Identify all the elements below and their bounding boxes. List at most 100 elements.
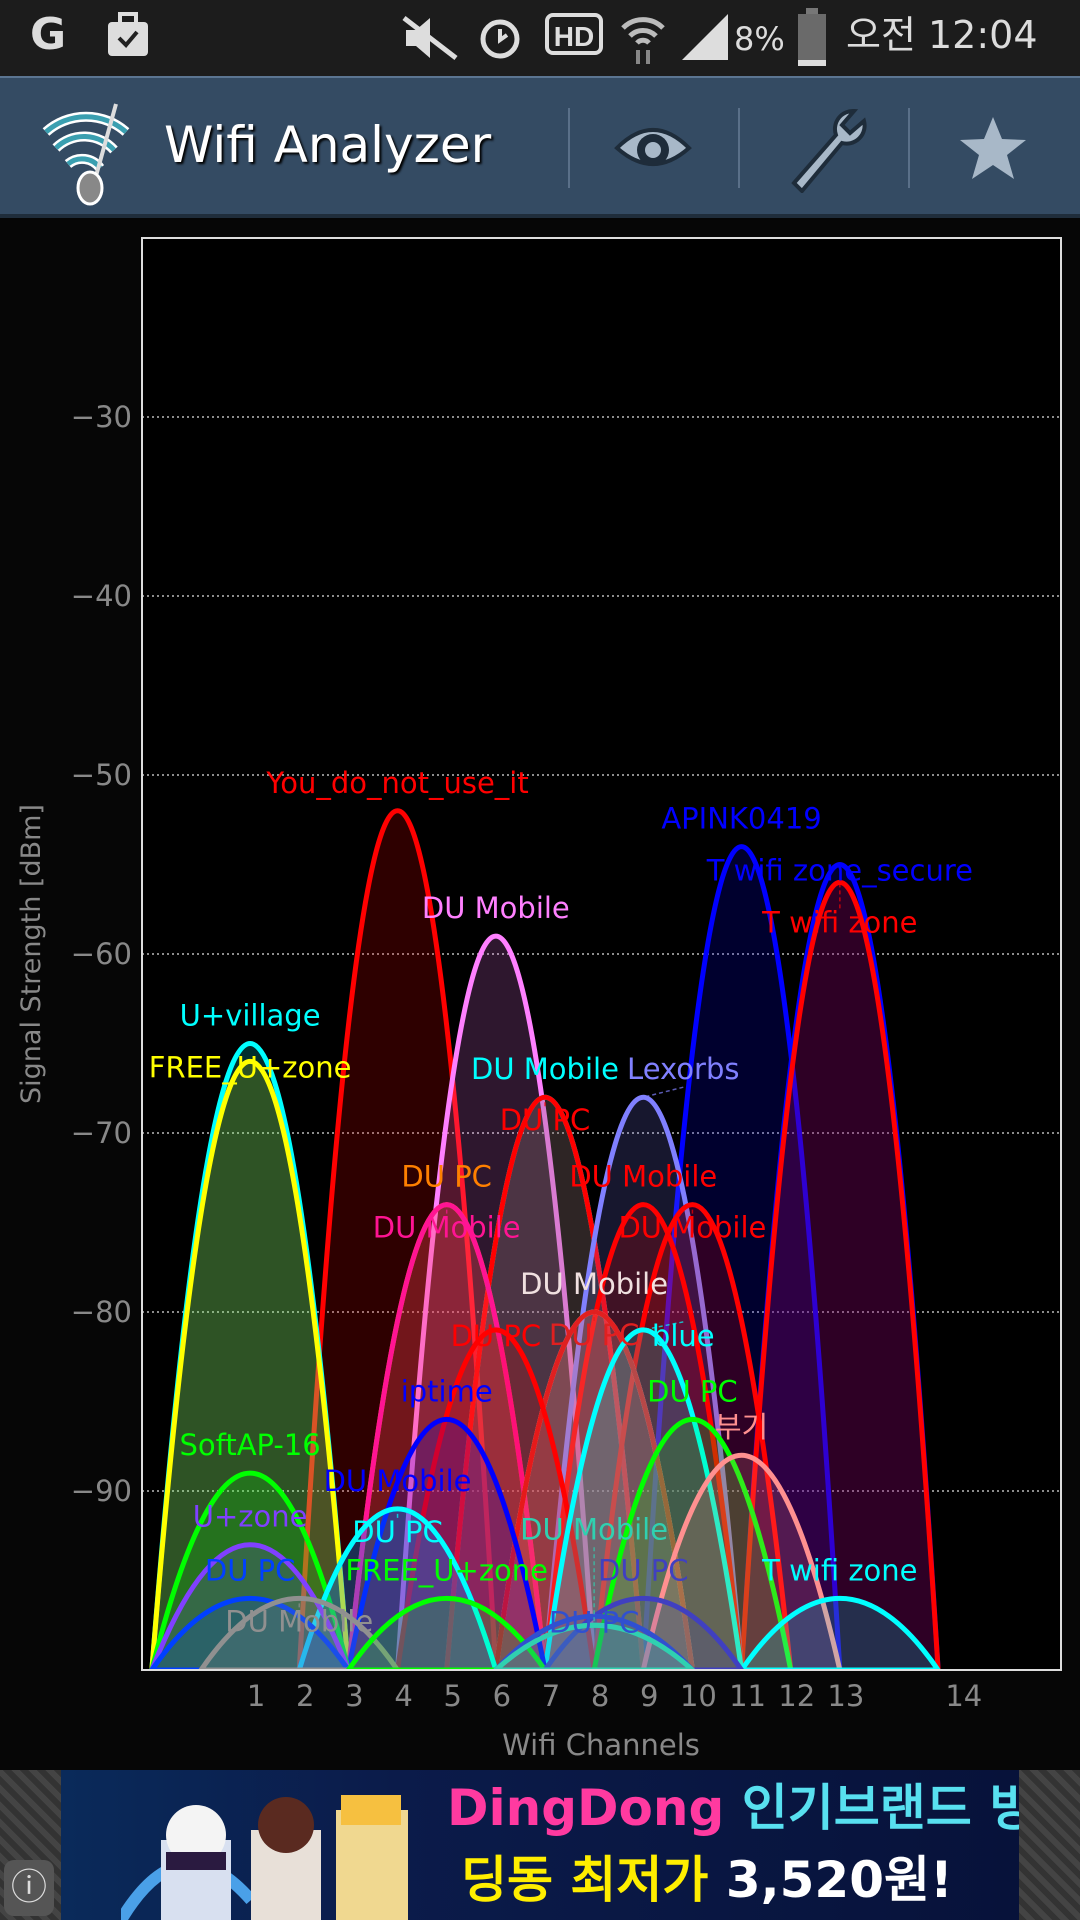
ad-headline: 인기브랜드 빙수 [741,1779,1019,1837]
network-label: DU Mobile [471,1052,619,1086]
x-tick-label: 1 [247,1679,265,1713]
network-label: DU Mobile [618,1211,766,1245]
plot-frame [141,237,1062,1671]
y-tick-label: −30 [71,400,132,434]
view-button[interactable] [598,98,708,198]
network-label: DU Mobile [373,1211,521,1245]
x-tick-label: 12 [778,1679,815,1713]
app-title: Wifi Analyzer [164,116,492,174]
network-label: SoftAP-16 [179,1428,320,1462]
network-label: DU Mobile [422,891,570,925]
clock: 오전 12:04 [846,13,1038,57]
wifi-transfer-icon [621,17,665,64]
x-tick-label: 13 [827,1679,864,1713]
wrench-icon [791,108,867,193]
x-tick-label: 14 [945,1679,982,1713]
x-axis-ticks: 1 2 3 4 5 6 7 8 9 10 11 12 13 14 [247,1679,982,1713]
network-label: DU PC [500,1103,591,1137]
network-label: T wifi zone [761,905,917,939]
network-label: DU Mobile [225,1604,373,1638]
eye-icon [614,128,692,166]
label-leaders [298,882,841,1626]
x-tick-label: 4 [394,1679,412,1713]
network-label: APINK0419 [661,802,821,836]
network-curve [345,1202,548,1670]
ad-line-2: 딩동 최저가 3,520원! [461,1850,953,1910]
y-axis-label: Signal Strength [dBm] [16,804,47,1104]
network-curve [739,880,941,1670]
divider [738,108,740,188]
network-curve [149,1542,352,1670]
x-axis-label: Wifi Channels [502,1728,700,1762]
network-curve [395,933,597,1670]
network-label: 부기 [715,1410,768,1444]
ad-image[interactable]: DingDong 인기브랜드 빙수 딩동 최저가 3,520원! [61,1770,1019,1920]
network-label: DU PC [352,1515,443,1549]
network-label: DU PC [647,1374,738,1408]
y-tick-label: −60 [71,937,132,971]
network-curve [591,1416,794,1670]
network-labels: You_do_not_use_it APINK0419 T wifi zone_se… [149,766,973,1640]
briefcase-check-icon [108,12,148,56]
ad-brand: DingDong [447,1779,725,1837]
ad-info-icon[interactable]: ⓘ [4,1860,54,1916]
network-label: DU Mobile [569,1160,717,1194]
x-tick-label: 5 [443,1679,461,1713]
network-label: DU PC [549,1605,640,1639]
dessert-image [121,1795,408,1920]
network-label: DU PC [451,1319,542,1353]
network-curves [148,808,942,1670]
y-tick-label: −70 [71,1116,132,1150]
svg-text:HD: HD [554,21,594,52]
ad-line-1: DingDong 인기브랜드 빙수 [447,1778,1019,1838]
status-bar: G HD 8% 오전 12:04 [0,0,1080,76]
network-label: DU PC [549,1318,640,1352]
network-label: DU PC [205,1553,296,1587]
network-label: DU PC [598,1553,689,1587]
star-icon [960,117,1026,179]
network-label: iptime [401,1374,493,1408]
x-tick-label: 2 [296,1679,314,1713]
alarm-icon [480,19,520,59]
network-curve [542,1094,745,1670]
app-logo-icon [42,103,130,206]
battery-percent: 8% [734,20,785,58]
ad-price: 3,520원! [725,1851,953,1909]
g-icon: G [30,9,67,60]
network-curve [493,1309,695,1670]
network-label: FREE_U+zone [345,1553,548,1587]
network-label: blue [652,1319,715,1353]
network-label: DU Mobile [520,1267,668,1301]
network-label: T wifi zone_secure [706,854,973,888]
settings-button[interactable] [770,98,880,198]
y-tick-label: −50 [71,758,132,792]
favorite-button[interactable] [938,98,1048,198]
divider [568,108,570,188]
x-tick-label: 8 [591,1679,609,1713]
x-tick-label: 10 [680,1679,717,1713]
network-label: You_do_not_use_it [265,766,528,800]
x-tick-label: 11 [729,1679,766,1713]
mute-icon [402,16,458,60]
signal-chart: You_do_not_use_it APINK0419 T wifi zone_se… [16,237,1062,1762]
y-tick-label: −80 [71,1295,132,1329]
network-curve [738,1595,942,1670]
network-curve [542,1202,745,1670]
y-tick-label: −90 [71,1474,132,1508]
x-tick-label: 7 [542,1679,560,1713]
network-label: U+zone [193,1500,308,1534]
network-label: T wifi zone [761,1553,917,1587]
signal-icon [682,14,728,60]
x-tick-label: 3 [345,1679,363,1713]
ad-banner[interactable]: DingDong 인기브랜드 빙수 딩동 최저가 3,520원! ⓘ [0,1770,1080,1920]
network-curve [345,1595,549,1670]
x-tick-label: 6 [493,1679,511,1713]
network-label: DU PC [401,1160,492,1194]
network-label: DU Mobile [324,1464,472,1498]
network-label: U+village [180,999,321,1033]
network-curve [148,1595,352,1670]
y-axis-ticks: −30 −40 −50 −60 −70 −80 −90 [71,400,132,1508]
network-label: FREE_U+zone [149,1050,352,1084]
x-tick-label: 9 [640,1679,658,1713]
network-label: Lexorbs [627,1052,739,1086]
